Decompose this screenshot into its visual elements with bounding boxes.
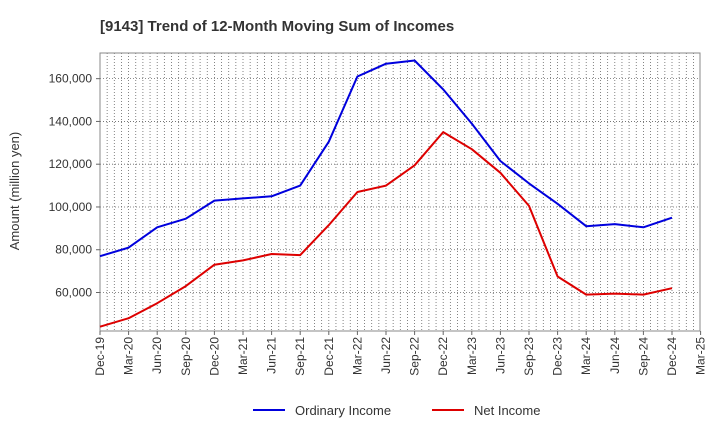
legend-label: Net Income xyxy=(474,403,540,418)
x-tick-label: Mar-20 xyxy=(122,337,136,375)
x-tick-label: Sep-22 xyxy=(408,337,422,376)
x-tick-label: Jun-23 xyxy=(493,337,507,374)
x-tick-label: Dec-21 xyxy=(322,337,336,376)
y-tick-label: 140,000 xyxy=(49,114,93,128)
x-tick-label: Jun-21 xyxy=(265,337,279,374)
x-tick-label: Mar-25 xyxy=(694,337,708,375)
x-tick-label: Jun-22 xyxy=(379,337,393,374)
x-tick-label: Jun-20 xyxy=(150,337,164,374)
x-tick-label: Mar-21 xyxy=(236,337,250,375)
y-tick-label: 160,000 xyxy=(49,72,93,86)
x-tick-label: Sep-20 xyxy=(179,337,193,376)
x-tick-label: Jun-24 xyxy=(608,337,622,374)
y-axis: 60,000 80,000 100,000 120,000 140,000 160,000 xyxy=(49,72,100,300)
x-tick-label: Dec-20 xyxy=(207,337,221,376)
y-tick-label: 80,000 xyxy=(55,243,92,257)
y-axis-label: Amount (million yen) xyxy=(7,132,22,251)
x-tick-label: Dec-22 xyxy=(436,337,450,376)
x-tick-label: Dec-24 xyxy=(665,337,679,376)
legend-label: Ordinary Income xyxy=(295,403,391,418)
x-tick-label: Dec-23 xyxy=(551,337,565,376)
x-tick-label: Mar-22 xyxy=(350,337,364,375)
series-line-net-income xyxy=(99,131,673,328)
x-tick-label: Mar-23 xyxy=(465,337,479,375)
legend: Ordinary Income Net Income xyxy=(253,403,540,418)
x-tick-label: Sep-24 xyxy=(636,337,650,376)
x-tick-label: Dec-19 xyxy=(93,337,107,376)
x-tick-label: Sep-21 xyxy=(293,337,307,376)
x-tick-label: Mar-24 xyxy=(579,337,593,375)
chart-title: [9143] Trend of 12-Month Moving Sum of I… xyxy=(100,18,454,35)
series-lines xyxy=(99,59,673,328)
y-tick-label: 100,000 xyxy=(49,200,93,214)
plot-frame xyxy=(99,52,701,332)
grid xyxy=(100,53,700,331)
x-axis: Dec-19 Mar-20 Jun-20 Sep-20 Dec-20 Mar-21 Jun-… xyxy=(93,331,708,376)
series-line-ordinary-income xyxy=(99,59,673,258)
y-tick-label: 120,000 xyxy=(49,157,93,171)
x-tick-label: Sep-23 xyxy=(522,337,536,376)
y-tick-label: 60,000 xyxy=(55,286,92,300)
